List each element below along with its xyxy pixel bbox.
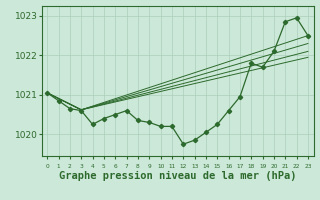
X-axis label: Graphe pression niveau de la mer (hPa): Graphe pression niveau de la mer (hPa): [59, 171, 296, 181]
